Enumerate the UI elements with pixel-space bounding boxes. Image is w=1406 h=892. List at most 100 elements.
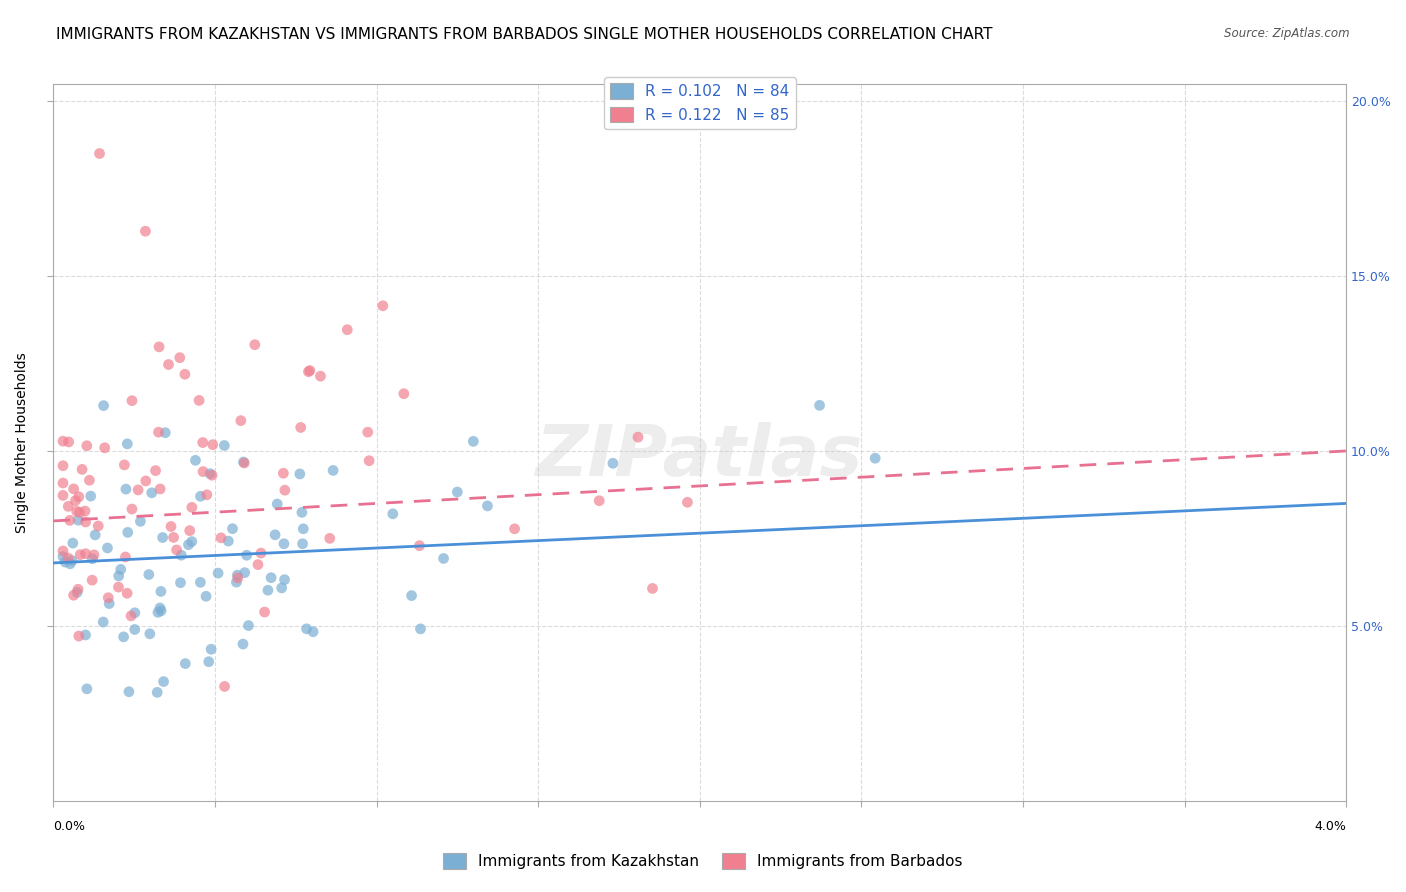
Point <box>201 468 224 483</box>
Point <box>115 482 138 496</box>
Point <box>322 463 344 477</box>
Point <box>238 618 260 632</box>
Point <box>274 483 297 498</box>
Point <box>381 507 404 521</box>
Point <box>233 566 256 580</box>
Point <box>69 505 91 519</box>
Point <box>67 513 90 527</box>
Point <box>243 337 266 351</box>
Point <box>232 637 254 651</box>
Point <box>146 606 169 620</box>
Point <box>96 541 118 555</box>
Point <box>62 536 84 550</box>
Point <box>207 566 229 581</box>
Point <box>200 642 222 657</box>
Point <box>446 485 468 500</box>
Point <box>297 365 319 379</box>
Point <box>253 605 276 619</box>
Point <box>179 524 201 538</box>
Point <box>392 386 415 401</box>
Point <box>264 528 287 542</box>
Point <box>67 490 90 504</box>
Point <box>214 438 236 452</box>
Point <box>217 534 239 549</box>
Point <box>98 597 121 611</box>
Point <box>291 505 314 519</box>
Point <box>209 531 232 545</box>
Point <box>69 548 91 562</box>
Point <box>408 539 430 553</box>
Point <box>87 519 110 533</box>
Text: Source: ZipAtlas.com: Source: ZipAtlas.com <box>1225 27 1350 40</box>
Point <box>124 606 146 620</box>
Point <box>503 522 526 536</box>
Point <box>190 489 212 503</box>
Point <box>75 547 97 561</box>
Point <box>357 425 380 439</box>
Point <box>152 674 174 689</box>
Point <box>808 398 831 412</box>
Point <box>148 340 170 354</box>
Point <box>191 465 214 479</box>
Point <box>93 399 115 413</box>
Point <box>59 513 82 527</box>
Point <box>290 420 312 434</box>
Point <box>52 434 75 449</box>
Point <box>118 684 141 698</box>
Point <box>226 568 249 582</box>
Point <box>79 473 101 487</box>
Point <box>67 582 90 597</box>
Point <box>139 627 162 641</box>
Point <box>83 548 105 562</box>
Point <box>62 588 84 602</box>
Legend: R = 0.102   N = 84, R = 0.122   N = 85: R = 0.102 N = 84, R = 0.122 N = 85 <box>605 77 796 128</box>
Text: ZIPatlas: ZIPatlas <box>536 422 863 491</box>
Point <box>302 624 325 639</box>
Point <box>359 453 381 467</box>
Point <box>66 585 89 599</box>
Point <box>250 546 273 560</box>
Point <box>52 549 75 564</box>
Point <box>190 575 212 590</box>
Point <box>160 519 183 533</box>
Point <box>288 467 311 481</box>
Point <box>270 581 292 595</box>
Point <box>336 323 359 337</box>
Point <box>66 504 89 518</box>
Point <box>112 630 135 644</box>
Point <box>201 437 224 451</box>
Point <box>169 575 191 590</box>
Point <box>266 497 288 511</box>
Point <box>229 414 252 428</box>
Text: 0.0%: 0.0% <box>53 821 86 833</box>
Point <box>59 557 82 571</box>
Point <box>152 531 174 545</box>
Point <box>145 464 167 478</box>
Point <box>115 586 138 600</box>
Point <box>52 488 75 502</box>
Point <box>155 425 177 440</box>
Point <box>157 358 180 372</box>
Point <box>112 458 135 472</box>
Point <box>463 434 485 449</box>
Point <box>162 530 184 544</box>
Point <box>58 434 80 449</box>
Text: IMMIGRANTS FROM KAZAKHSTAN VS IMMIGRANTS FROM BARBADOS SINGLE MOTHER HOUSEHOLDS : IMMIGRANTS FROM KAZAKHSTAN VS IMMIGRANTS… <box>56 27 993 42</box>
Point <box>117 525 139 540</box>
Point <box>184 453 207 467</box>
Y-axis label: Single Mother Households: Single Mother Households <box>15 351 30 533</box>
Point <box>197 655 219 669</box>
Point <box>97 591 120 605</box>
Point <box>121 502 143 516</box>
Point <box>319 532 342 546</box>
Point <box>93 441 115 455</box>
Point <box>129 514 152 528</box>
Point <box>107 569 129 583</box>
Point <box>177 538 200 552</box>
Point <box>149 601 172 615</box>
Point <box>191 435 214 450</box>
Point <box>67 629 90 643</box>
Point <box>138 567 160 582</box>
Point <box>127 483 149 497</box>
Point <box>56 551 79 566</box>
